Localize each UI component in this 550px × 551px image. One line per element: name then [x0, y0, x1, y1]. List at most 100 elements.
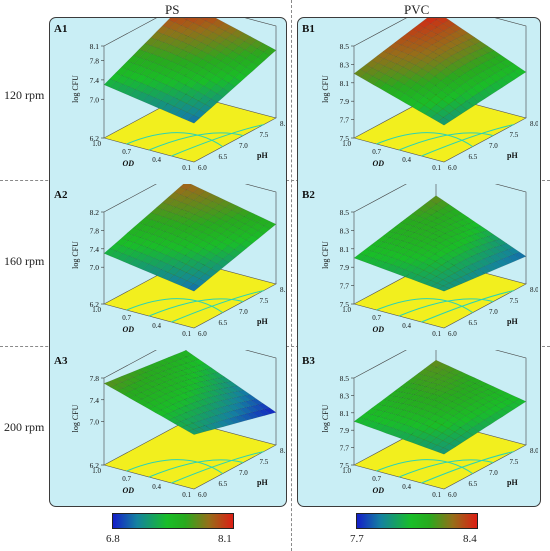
od-tick-label: 1.0 — [92, 140, 101, 148]
z-tick-label: 6.2 — [90, 461, 100, 470]
od-tick-label: 0.4 — [152, 156, 161, 164]
z-tick-label: 8.1 — [340, 245, 350, 254]
ph-tick-label: 6.5 — [219, 319, 228, 327]
ph-tick-label: 7.5 — [510, 297, 519, 305]
panel-label-b1: B1 — [302, 23, 315, 35]
z-tick-label: 8.1 — [340, 409, 350, 418]
contour-line — [421, 290, 514, 323]
panel-label-b3: B3 — [302, 355, 315, 367]
surface-cell — [487, 386, 501, 393]
ph-tick-label: 8.0 — [530, 120, 538, 128]
surface-cell — [179, 350, 193, 357]
od-tick-label: 0.7 — [122, 148, 131, 156]
od-tick-label: 0.7 — [122, 475, 131, 483]
surface-cell — [256, 403, 270, 410]
ph-tick-label: 6.0 — [198, 491, 207, 499]
ph-tick-label: 7.5 — [510, 131, 519, 139]
z-tick-label: 8.2 — [90, 208, 100, 217]
colorbar-ps — [112, 513, 234, 529]
column-title-ps: PS — [165, 2, 180, 17]
od-axis-label: OD — [123, 486, 135, 495]
od-tick-label: 0.4 — [402, 156, 411, 164]
surface-cell — [205, 193, 219, 202]
od-tick-label: 0.1 — [432, 491, 441, 499]
z-tick-label: 8.5 — [340, 42, 350, 51]
z-axis-label: log CFU — [321, 75, 330, 103]
od-axis-label: OD — [373, 159, 385, 168]
ph-tick-label: 7.5 — [260, 297, 269, 305]
ph-tick-label: 7.0 — [489, 469, 498, 477]
z-tick-label: 7.8 — [90, 374, 100, 383]
surface-cell — [442, 204, 456, 212]
surface-mesh — [103, 18, 277, 124]
surface-cell — [237, 208, 251, 217]
z-tick-label: 7.7 — [340, 282, 350, 291]
ph-tick-label: 6.5 — [469, 153, 478, 161]
ph-tick-label: 8.0 — [280, 120, 285, 128]
surface-chart-a3: A3 6.2 7.0 7.4 7.8 log CFU 1.0 0.7 0.4 0.1 OD 6.0 6.… — [54, 350, 285, 499]
surface-cell — [442, 19, 456, 28]
row-label-120: 120 rpm — [4, 88, 45, 102]
ph-tick-label: 6.5 — [219, 153, 228, 161]
contour-line — [126, 298, 223, 314]
od-tick-label: 0.4 — [402, 483, 411, 491]
ph-tick-label: 8.0 — [280, 286, 285, 294]
z-tick-label: 6.2 — [90, 134, 100, 143]
contour-line — [398, 298, 494, 317]
z-tick-label: 7.5 — [340, 134, 350, 143]
ph-tick-label: 6.5 — [469, 319, 478, 327]
z-tick-label: 8.5 — [340, 374, 350, 383]
contour-floor — [103, 420, 277, 490]
z-tick-label: 8.3 — [340, 60, 350, 69]
z-axis-label: log CFU — [71, 241, 80, 269]
colorbar-pvc-max: 8.4 — [463, 533, 477, 545]
surface-cell — [192, 359, 206, 366]
od-axis-label: OD — [123, 325, 135, 334]
z-tick-label: 8.1 — [90, 42, 100, 51]
ph-tick-label: 6.0 — [448, 330, 457, 338]
row-label-160: 160 rpm — [4, 254, 45, 268]
ph-tick-label: 7.0 — [489, 308, 498, 316]
contour-line — [171, 124, 264, 157]
z-tick-label: 7.8 — [90, 57, 100, 66]
box-top-edge — [353, 184, 407, 213]
z-tick-label: 7.7 — [340, 116, 350, 125]
ph-tick-label: 7.5 — [260, 458, 269, 466]
z-tick-label: 7.5 — [340, 300, 350, 309]
surface-mesh — [103, 184, 277, 292]
od-tick-label: 1.0 — [92, 467, 101, 475]
z-tick-label: 8.3 — [340, 226, 350, 235]
contour-line — [398, 459, 494, 478]
od-axis-label: OD — [373, 325, 385, 334]
ph-axis-label: pH — [257, 317, 268, 326]
ph-tick-label: 8.0 — [530, 447, 538, 455]
ph-tick-label: 6.0 — [448, 491, 457, 499]
contour-line — [421, 451, 514, 484]
ph-tick-label: 6.0 — [198, 330, 207, 338]
od-tick-label: 0.7 — [372, 475, 381, 483]
z-tick-label: 8.5 — [340, 208, 350, 217]
surface-cell — [250, 398, 264, 405]
z-axis-label: log CFU — [321, 241, 330, 269]
od-tick-label: 0.7 — [372, 148, 381, 156]
od-axis-label: OD — [123, 159, 135, 168]
contour-floor — [353, 93, 527, 163]
ph-tick-label: 8.0 — [280, 447, 285, 455]
z-axis-label: log CFU — [71, 75, 80, 103]
od-axis-label: OD — [373, 486, 385, 495]
surface-cell — [433, 18, 440, 20]
box-top-edge — [103, 18, 157, 47]
ph-tick-label: 6.0 — [448, 164, 457, 172]
surface-cell — [205, 367, 219, 374]
od-tick-label: 0.1 — [182, 491, 191, 499]
surface-mesh — [353, 195, 527, 292]
od-tick-label: 0.4 — [152, 483, 161, 491]
z-tick-label: 7.4 — [90, 245, 100, 254]
contour-line — [126, 459, 223, 475]
surface-chart-b1: B1 7.5 7.7 7.9 8.1 8.3 8.5 log CFU 1.0 0.7 0.4 0.1 O… — [302, 18, 538, 172]
z-tick-label: 7.0 — [90, 418, 100, 427]
surface-chart-b3: B3 7.5 7.7 7.9 8.1 8.3 8.5 log CFU 1.0 0.7 0.4 0.1 O… — [302, 350, 538, 499]
od-tick-label: 0.7 — [122, 314, 131, 322]
surface-cell — [429, 195, 443, 205]
z-tick-label: 7.4 — [90, 76, 100, 85]
